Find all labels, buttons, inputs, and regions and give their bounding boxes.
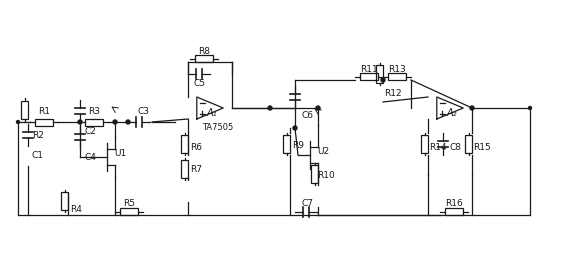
Bar xyxy=(181,135,188,153)
Text: R7: R7 xyxy=(190,165,202,175)
Bar xyxy=(360,73,378,80)
Bar xyxy=(388,73,406,80)
Bar xyxy=(35,119,53,125)
Text: R1: R1 xyxy=(38,108,50,116)
Bar xyxy=(85,119,103,125)
Circle shape xyxy=(16,121,19,123)
Text: R5: R5 xyxy=(123,198,135,208)
Bar xyxy=(283,135,290,153)
Text: R6: R6 xyxy=(190,143,202,152)
Circle shape xyxy=(381,78,385,82)
Bar xyxy=(61,191,68,209)
Text: C8: C8 xyxy=(449,143,461,152)
Bar xyxy=(181,160,188,178)
Text: U1: U1 xyxy=(114,150,126,158)
Circle shape xyxy=(78,120,82,124)
Text: R9: R9 xyxy=(292,142,304,151)
Circle shape xyxy=(126,120,130,124)
Bar xyxy=(120,208,138,215)
Circle shape xyxy=(316,106,320,110)
Circle shape xyxy=(529,106,531,110)
Text: R10: R10 xyxy=(317,172,335,180)
Text: R14: R14 xyxy=(429,143,447,152)
Text: C5: C5 xyxy=(194,80,206,89)
Text: R11: R11 xyxy=(360,66,378,74)
Text: R16: R16 xyxy=(445,198,463,208)
Bar xyxy=(445,208,463,215)
Text: C4: C4 xyxy=(84,154,96,163)
Bar xyxy=(421,135,428,153)
Text: R2: R2 xyxy=(32,132,44,141)
Bar xyxy=(376,65,383,83)
Text: R8: R8 xyxy=(198,48,210,57)
Text: U2: U2 xyxy=(317,147,329,156)
Bar xyxy=(21,101,28,119)
Circle shape xyxy=(268,106,272,110)
Circle shape xyxy=(113,120,117,124)
Text: C2: C2 xyxy=(84,127,96,136)
Text: TA7505: TA7505 xyxy=(203,123,234,133)
Bar xyxy=(465,135,472,153)
Text: C1: C1 xyxy=(32,152,44,161)
Text: C7: C7 xyxy=(301,198,313,208)
Text: R13: R13 xyxy=(388,66,406,74)
Circle shape xyxy=(470,106,474,110)
Text: R4: R4 xyxy=(70,206,82,215)
Text: A₂: A₂ xyxy=(447,108,457,118)
Bar xyxy=(195,55,213,62)
Bar xyxy=(311,165,318,183)
Text: R12: R12 xyxy=(384,89,402,98)
Text: C6: C6 xyxy=(301,112,313,121)
Text: C3: C3 xyxy=(138,108,150,116)
Text: R3: R3 xyxy=(88,108,100,116)
Text: A₁: A₁ xyxy=(207,108,217,118)
Circle shape xyxy=(293,126,297,130)
Text: R15: R15 xyxy=(473,143,491,152)
